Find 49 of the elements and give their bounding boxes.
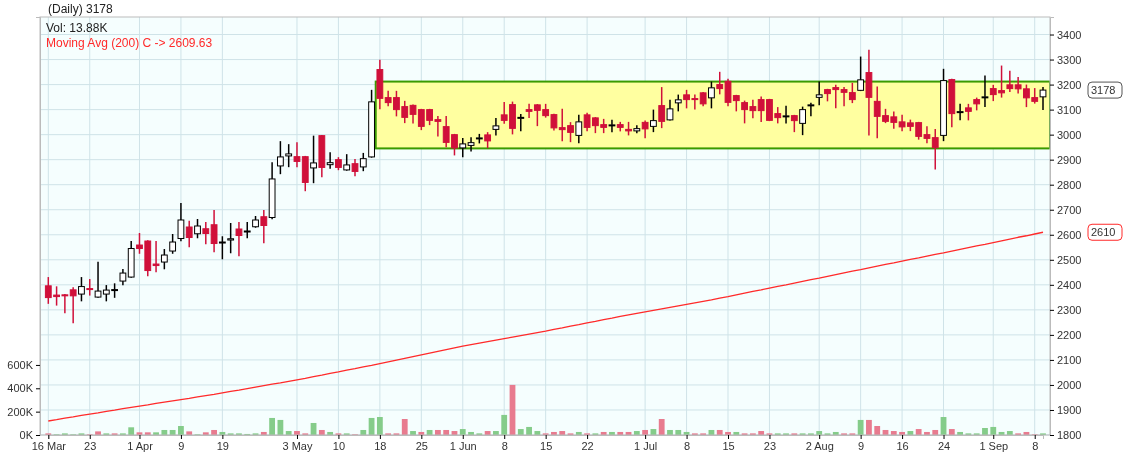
x-tick-label: 23 xyxy=(763,439,777,452)
y-tick-label: 1800 xyxy=(1057,429,1082,442)
y-tick-label: 3000 xyxy=(1057,128,1082,141)
y-tick-label: 3300 xyxy=(1057,53,1082,66)
x-tick-label: 22 xyxy=(581,439,594,452)
y-tick-label: 3400 xyxy=(1057,28,1082,41)
text: 2610 xyxy=(1091,226,1116,239)
y-tick-label: 2600 xyxy=(1057,228,1082,241)
y2-tick-label: 400K xyxy=(7,382,34,395)
x-tick-label: 24 xyxy=(937,439,951,452)
y-tick-label: 1900 xyxy=(1057,403,1082,416)
x-tick-label: 3 May xyxy=(282,439,313,452)
x-tick-label: 15 xyxy=(540,439,553,452)
x-tick-label: 1 Jul xyxy=(633,439,658,452)
x-tick-label: 18 xyxy=(374,439,387,452)
y2-tick-label: 0K xyxy=(19,429,34,442)
x-tick-label: 1 Sep xyxy=(979,439,1009,452)
y-tick-label: 3100 xyxy=(1057,103,1082,116)
chart-title: (Daily) 3178 xyxy=(48,2,114,16)
x-tick-label: 9 xyxy=(178,439,185,452)
y-tick-label: 3200 xyxy=(1057,78,1082,91)
y-tick-label: 2200 xyxy=(1057,328,1082,341)
x-tick-label: 8 xyxy=(1032,439,1039,452)
x-tick-label: 15 xyxy=(722,439,735,452)
x-tick-label: 8 xyxy=(684,439,691,452)
x-tick-label: 25 xyxy=(415,439,428,452)
y-tick-label: 2100 xyxy=(1057,353,1082,366)
y-tick-label: 2300 xyxy=(1057,303,1082,316)
y-tick-label: 2500 xyxy=(1057,253,1082,266)
y-tick-label: 2400 xyxy=(1057,278,1082,291)
y-tick-label: 2000 xyxy=(1057,378,1082,391)
y-tick-label: 2800 xyxy=(1057,178,1082,191)
x-tick-label: 16 xyxy=(896,439,909,452)
y-tick-label: 2700 xyxy=(1057,203,1082,216)
x-tick-label: 1 Apr xyxy=(127,439,154,452)
y2-tick-label: 200K xyxy=(7,405,34,418)
x-tick-label: 8 xyxy=(501,439,508,452)
x-tick-label: 1 Jun xyxy=(449,439,477,452)
y-tick-label: 2900 xyxy=(1057,153,1082,166)
x-tick-label: 10 xyxy=(332,439,346,452)
x-tick-label: 2 Aug xyxy=(805,439,834,452)
y2-tick-label: 600K xyxy=(7,358,34,371)
annotation: Vol: 13.88K xyxy=(46,21,108,35)
text: 3178 xyxy=(1091,84,1116,97)
x-tick-label: 19 xyxy=(216,439,229,452)
annotation: Moving Avg (200) C -> 2609.63 xyxy=(46,36,213,50)
x-tick-label: 23 xyxy=(84,439,97,452)
x-tick-label: 9 xyxy=(858,439,865,452)
x-tick-label: 16 Mar xyxy=(31,439,67,452)
